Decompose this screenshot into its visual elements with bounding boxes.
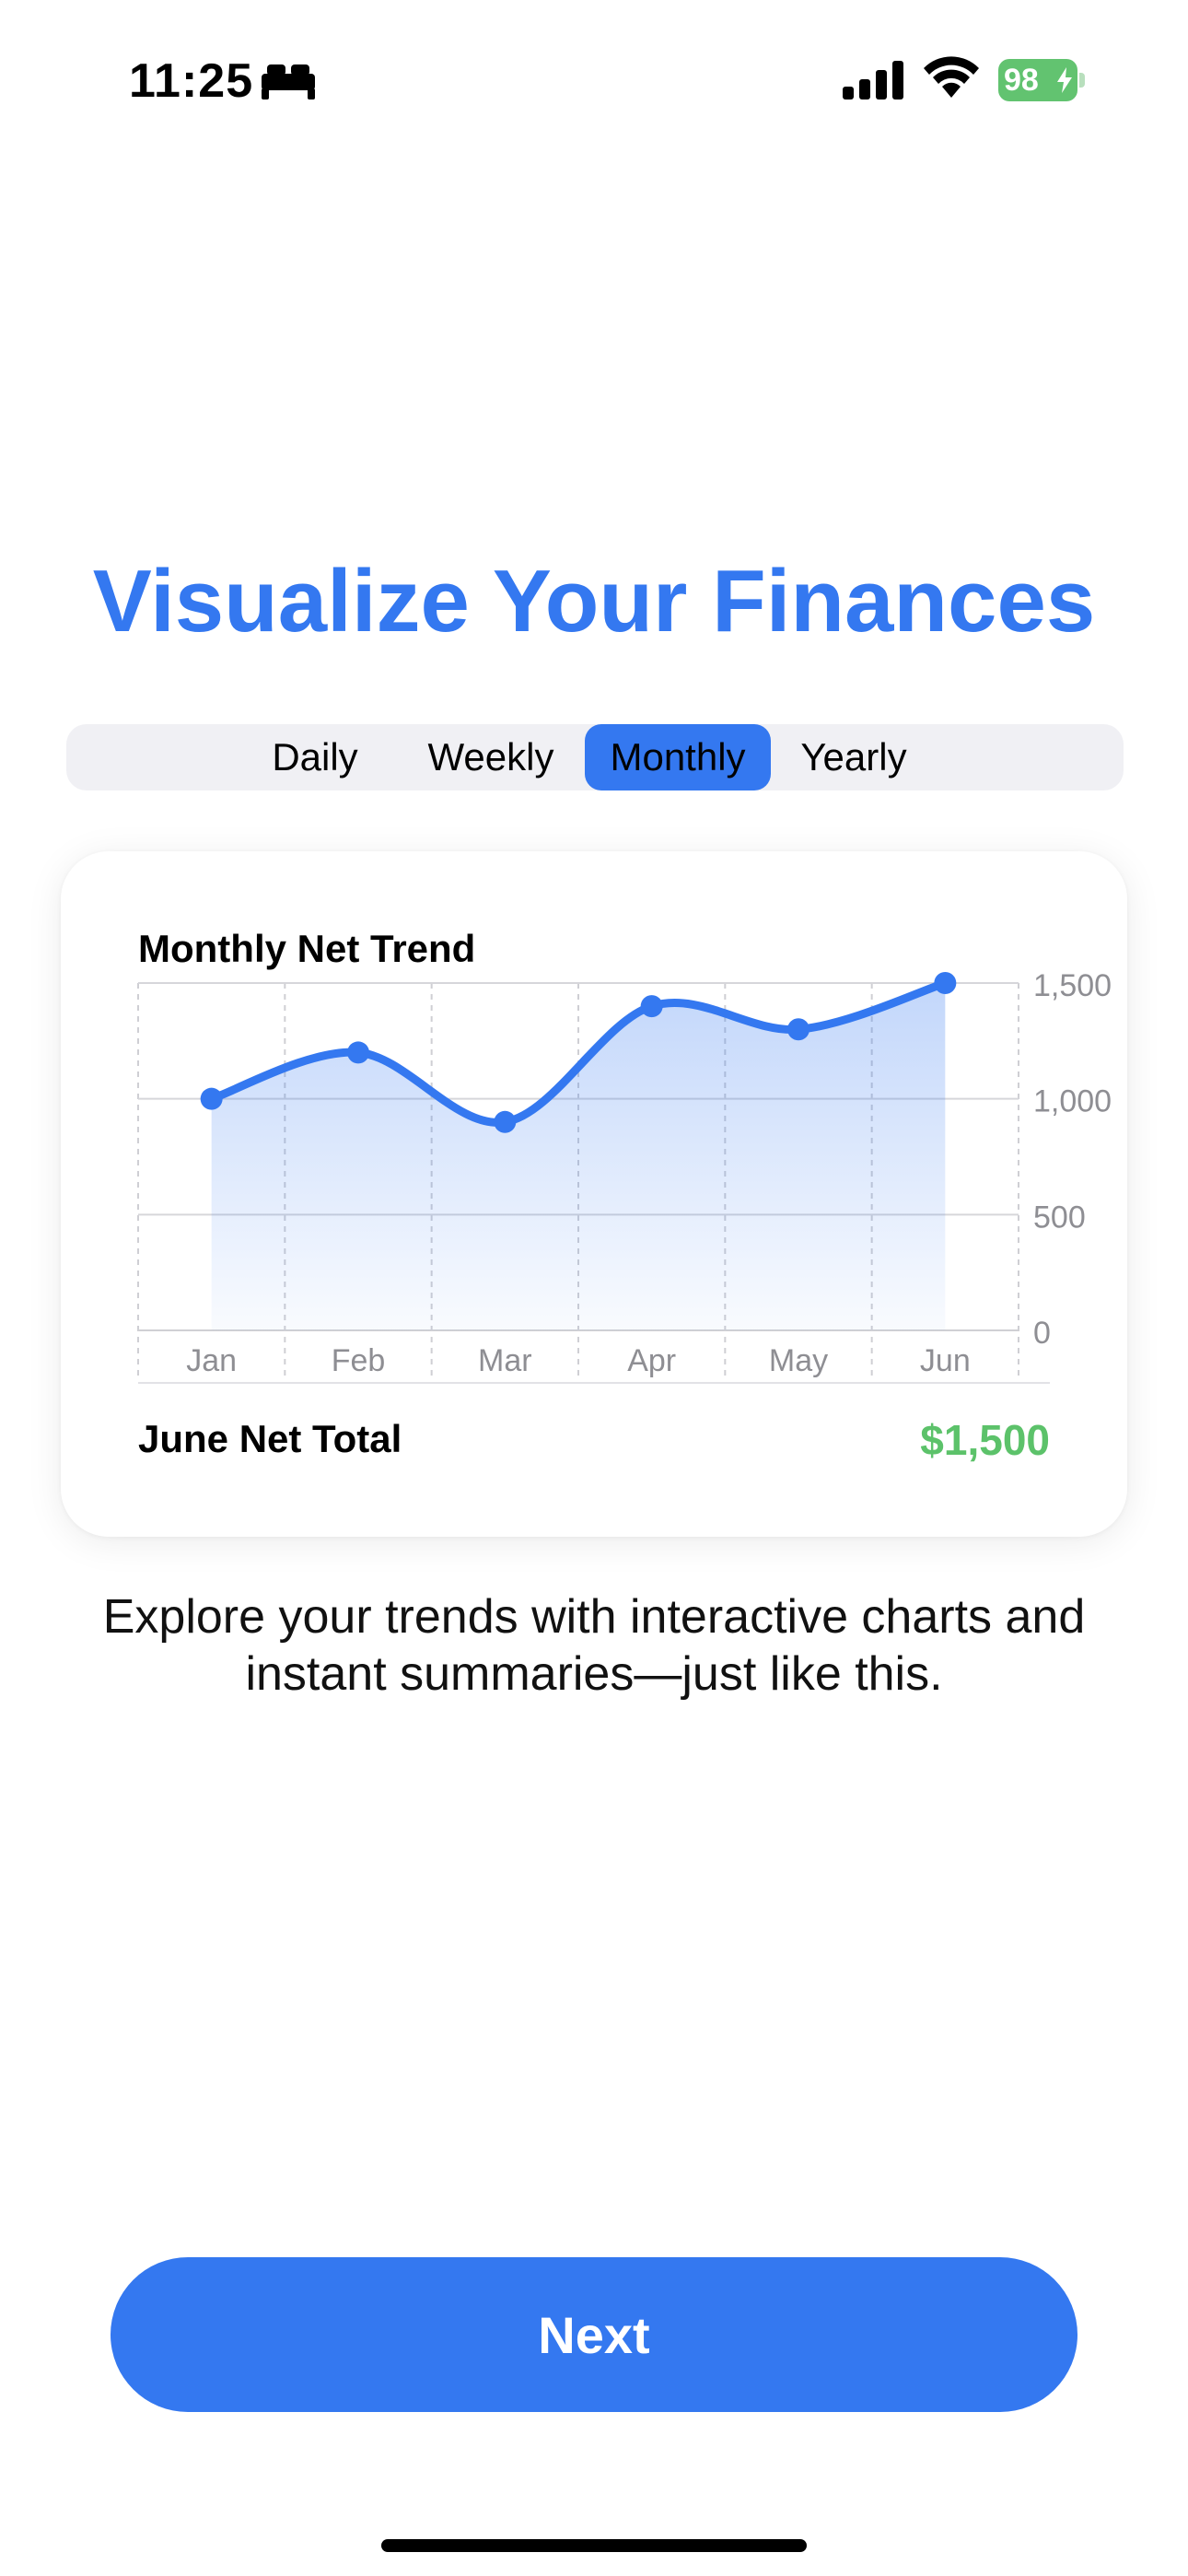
battery-indicator: 98: [998, 59, 1087, 101]
data-point: [640, 995, 663, 1018]
status-time: 11:25: [129, 54, 254, 108]
bed-icon: [262, 64, 315, 100]
x-tick-label: Mar: [478, 1343, 532, 1378]
page-title: Visualize Your Finances: [92, 552, 1096, 650]
data-point: [347, 1041, 369, 1064]
summary-value: $1,500: [920, 1416, 1050, 1464]
y-tick-label: 1,000: [1033, 1084, 1112, 1119]
net-trend-chart[interactable]: 0 500 1,000 1,500 Jan Feb Mar Apr May Jun: [61, 851, 1127, 1386]
home-indicator: [381, 2539, 807, 2552]
summary-label: June Net Total: [138, 1417, 402, 1460]
segment-yearly[interactable]: Yearly: [800, 735, 907, 779]
segment-daily[interactable]: Daily: [272, 735, 358, 779]
description-text: Explore your trends with interactive cha…: [102, 1590, 1086, 1701]
card-divider: [138, 1382, 1050, 1384]
data-point: [787, 1018, 809, 1041]
x-tick-label: Feb: [332, 1343, 386, 1378]
segment-monthly[interactable]: Monthly: [585, 724, 771, 790]
chart-title: Monthly Net Trend: [138, 927, 476, 970]
segment-weekly[interactable]: Weekly: [427, 735, 554, 779]
battery-percent: 98: [1004, 62, 1039, 98]
cellular-signal-icon: [843, 61, 903, 100]
x-tick-label: Jun: [920, 1343, 971, 1378]
data-point: [494, 1110, 517, 1133]
chart-card: 0 500 1,000 1,500 Jan Feb Mar Apr May Jun Monthly…: [61, 851, 1127, 1537]
series-area: [211, 983, 946, 1330]
next-button[interactable]: Next: [111, 2257, 1077, 2412]
y-tick-label: 0: [1033, 1316, 1051, 1351]
y-tick-label: 1,500: [1033, 968, 1112, 1003]
charging-bolt-icon: [1057, 67, 1072, 93]
period-segmented-control: Daily Weekly Monthly Yearly: [66, 724, 1124, 790]
wifi-icon: [924, 56, 979, 98]
data-point: [934, 972, 957, 994]
x-tick-label: Jan: [186, 1343, 237, 1378]
y-tick-label: 500: [1033, 1200, 1086, 1235]
series-line: [207, 978, 949, 1127]
x-tick-label: Apr: [627, 1343, 676, 1378]
status-bar: 11:25 98: [0, 0, 1188, 157]
x-tick-label: May: [769, 1343, 828, 1378]
data-point: [200, 1087, 223, 1110]
